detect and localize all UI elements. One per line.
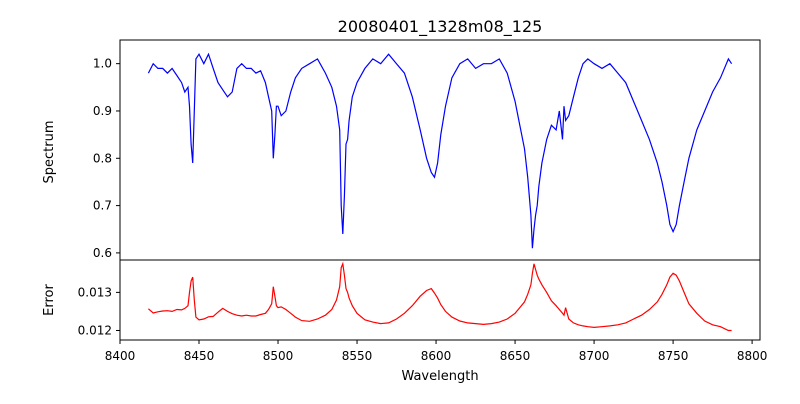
spectrum-y-tick-label: 0.8 — [93, 151, 112, 165]
x-axis-label: Wavelength — [401, 369, 478, 384]
error-y-tick-label: 0.012 — [78, 323, 112, 337]
x-tick-label: 8600 — [421, 349, 452, 363]
x-tick-label: 8400 — [105, 349, 136, 363]
spectrum-y-ticks: 0.6 0.7 0.8 0.9 1.0 — [93, 57, 120, 260]
error-y-axis-label: Error — [42, 284, 57, 316]
x-tick-label: 8450 — [184, 349, 215, 363]
error-y-ticks: 0.012 0.013 — [78, 285, 120, 337]
x-tick-label: 8750 — [658, 349, 689, 363]
error-y-tick-label: 0.013 — [78, 285, 112, 299]
x-tick-label: 8500 — [263, 349, 294, 363]
spectrum-series-line — [147, 52, 733, 249]
x-tick-label: 8650 — [500, 349, 531, 363]
spectrum-y-tick-label: 0.9 — [93, 104, 112, 118]
error-panel-frame — [119, 259, 761, 341]
x-tick-label: 8800 — [737, 349, 768, 363]
x-tick-label: 8550 — [342, 349, 373, 363]
spectrum-y-tick-label: 1.0 — [93, 57, 112, 71]
spectrum-y-axis-label: Spectrum — [42, 121, 57, 184]
chart-title: 20080401_1328m08_125 — [338, 17, 543, 37]
spectrum-y-tick-label: 0.6 — [93, 246, 112, 260]
spectrum-y-tick-label: 0.7 — [93, 199, 112, 213]
error-x-ticks: 8400 8450 8500 8550 8600 8650 8700 8750 8800 — [105, 340, 768, 363]
error-series-line — [148, 261, 732, 332]
x-tick-label: 8700 — [579, 349, 610, 363]
